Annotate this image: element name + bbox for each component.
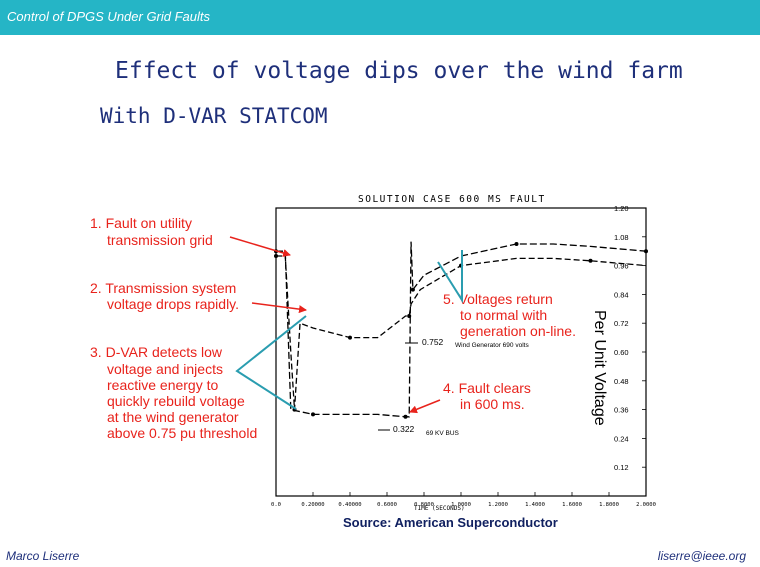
annotation-5: 5. Voltages return to normal with genera…: [443, 291, 576, 339]
annotation-3: 3. D-VAR detects low voltage and injects…: [90, 344, 257, 441]
legend-wind-gen: Wind Generator 690 volts: [455, 342, 529, 349]
series-point: [588, 258, 593, 263]
header-bar: [0, 0, 760, 35]
svg-text:in 600 ms.: in 600 ms.: [460, 396, 525, 412]
annotation-1: 1. Fault on utility transmission grid: [90, 215, 213, 248]
series-point: [644, 249, 648, 254]
slide-title: Effect of voltage dips over the wind far…: [115, 58, 683, 84]
svg-text:5. Voltages return: 5. Voltages return: [443, 291, 553, 307]
series-point: [348, 335, 352, 340]
arrow-dvar: [235, 315, 307, 410]
annotation-4: 4. Fault clears in 600 ms.: [443, 380, 531, 412]
arrow-fault-clears: [409, 399, 441, 414]
x-tick-label: 2.0000: [636, 502, 656, 508]
y-tick-label: 0.12: [614, 463, 629, 472]
y-tick-label: 1.20: [614, 204, 629, 213]
arrow-return-normal: [437, 250, 463, 304]
svg-text:voltage drops rapidly.: voltage drops rapidly.: [107, 296, 239, 312]
series-line-0: [276, 255, 647, 410]
annotation-2: 2. Transmission system voltage drops rap…: [90, 280, 239, 312]
y-tick-label: 1.08: [614, 233, 629, 242]
legend-bus: 69 KV BUS: [426, 430, 460, 437]
svg-text:to normal with: to normal with: [460, 307, 547, 323]
svg-text:transmission grid: transmission grid: [107, 232, 213, 248]
y-tick-label: 0.84: [614, 290, 629, 299]
arrow-fault: [229, 236, 291, 257]
y-tick-label: 0.36: [614, 406, 629, 415]
svg-text:voltage and injects: voltage and injects: [107, 361, 223, 377]
y-tick-label: 0.72: [614, 319, 629, 328]
series-line-1: [276, 241, 647, 418]
x-tick-label: 0.0: [271, 502, 281, 508]
svg-text:3. D-VAR detects low: 3. D-VAR detects low: [90, 344, 223, 360]
svg-text:reactive energy to: reactive energy to: [107, 377, 218, 393]
x-tick-label: 0.20000: [301, 502, 324, 508]
x-tick-label: 1.8000: [599, 502, 619, 508]
svg-text:1. Fault on utility: 1. Fault on utility: [90, 215, 192, 231]
series-point: [274, 254, 278, 258]
x-tick-label: 0.8000: [414, 502, 434, 508]
x-tick-label: 0.6000: [377, 502, 397, 508]
series-point: [410, 287, 415, 292]
x-tick-label: 1.4000: [525, 502, 545, 508]
x-tick-label: 0.40000: [338, 502, 361, 508]
svg-text:at the wind generator: at the wind generator: [107, 409, 239, 425]
svg-text:generation on-line.: generation on-line.: [460, 323, 576, 339]
value-label-bus: 0.322: [393, 424, 415, 434]
slide-subtitle: With D-VAR STATCOM: [100, 104, 328, 128]
header-title: Control of DPGS Under Grid Faults: [7, 9, 211, 24]
x-tick-label: 1.0000: [451, 502, 471, 508]
y-tick-label: 0.60: [614, 348, 629, 357]
series-point: [403, 414, 408, 419]
series-point: [311, 412, 315, 417]
svg-text:2. Transmission system: 2. Transmission system: [90, 280, 236, 296]
y-tick-label: 0.96: [614, 262, 629, 271]
footer-email[interactable]: liserre@ieee.org: [657, 549, 746, 563]
x-axis-label: TIME (SECONDS): [414, 505, 465, 512]
arrow-voltage-drop: [251, 302, 307, 314]
series-point: [514, 242, 519, 246]
source-credit: Source: American Superconductor: [343, 515, 558, 530]
x-tick-label: 1.2000: [488, 502, 508, 508]
chart-title: SOLUTION CASE 600 MS FAULT: [358, 194, 546, 205]
footer-author: Marco Liserre: [6, 549, 80, 563]
x-tick-label: 1.6000: [562, 502, 582, 508]
svg-text:quickly rebuild voltage: quickly rebuild voltage: [107, 393, 245, 409]
y-tick-label: 0.24: [614, 434, 629, 443]
svg-text:4. Fault clears: 4. Fault clears: [443, 380, 531, 396]
y-tick-label: 0.48: [614, 377, 629, 386]
y-axis-label: Per Unit Voltage: [591, 310, 608, 426]
svg-text:above 0.75 pu threshold: above 0.75 pu threshold: [107, 425, 257, 441]
value-label-wind-gen: 0.752: [422, 337, 444, 347]
